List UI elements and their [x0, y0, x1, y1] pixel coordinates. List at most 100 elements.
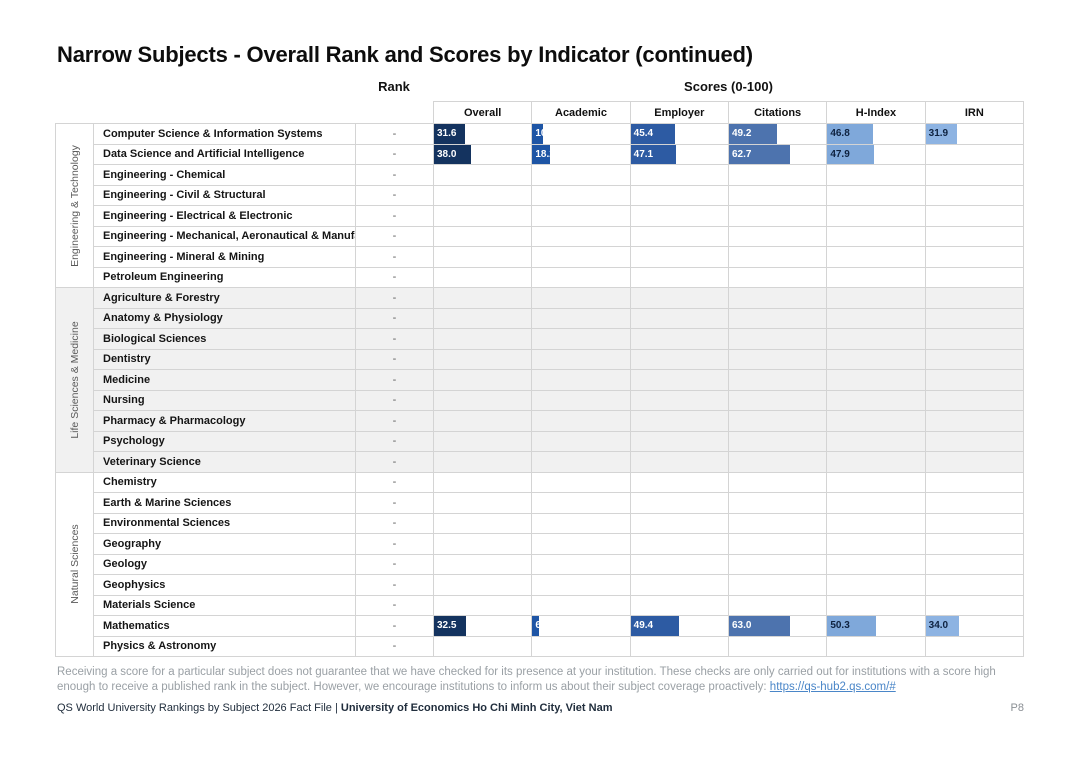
table-row: Environmental Sciences -	[94, 513, 1024, 534]
score-cell-citations	[729, 226, 828, 246]
subject-cell: Engineering - Mineral & Mining	[94, 247, 356, 267]
score-value: 31.9	[928, 128, 949, 140]
score-bar-hindex: 46.8	[827, 124, 873, 144]
score-cell-hindex	[827, 206, 926, 226]
score-cell-irn	[926, 288, 1024, 308]
rank-cell: -	[356, 329, 434, 349]
footer-source: QS World University Rankings by Subject …	[57, 702, 612, 714]
score-cell-hindex	[827, 267, 926, 287]
score-cell-academic	[532, 308, 631, 328]
subject-cell: Veterinary Science	[94, 452, 356, 472]
group-label: Natural Sciences	[68, 524, 81, 604]
score-cell-citations	[729, 185, 828, 205]
subject-cell: Nursing	[94, 390, 356, 410]
score-cell-overall	[434, 636, 533, 656]
score-cell-irn	[926, 636, 1024, 656]
table-body: Engineering & Technology Computer Science…	[55, 123, 1024, 657]
score-cell-citations	[729, 636, 828, 656]
score-bar-academic: 10.8	[532, 124, 543, 144]
subject-cell: Engineering - Mechanical, Aeronautical &…	[94, 226, 356, 246]
score-cell-hindex	[827, 595, 926, 615]
footer-ranking-label: QS World University Rankings by Subject …	[57, 702, 341, 714]
score-cell-citations	[729, 247, 828, 267]
score-cell-overall	[434, 390, 533, 410]
score-cell-overall	[434, 452, 533, 472]
score-cell-hindex	[827, 575, 926, 595]
score-cell-irn: 31.9	[925, 124, 1024, 144]
score-cell-academic	[532, 472, 631, 492]
rank-cell: -	[356, 616, 434, 636]
subheader-overall: Overall	[464, 106, 502, 119]
score-cell-academic: 18.2	[532, 144, 631, 164]
score-cell-academic	[532, 185, 631, 205]
score-cell-citations	[729, 370, 828, 390]
score-cell-irn	[926, 575, 1024, 595]
score-cell-overall	[434, 165, 533, 185]
score-cell-citations	[729, 308, 828, 328]
score-value: 45.4	[633, 128, 654, 140]
score-cell-overall	[434, 534, 533, 554]
score-cell-irn	[926, 554, 1024, 574]
score-cell-irn	[926, 534, 1024, 554]
table-row: Engineering - Mechanical, Aeronautical &…	[94, 226, 1024, 247]
table-row: Engineering - Civil & Structural -	[94, 185, 1024, 206]
score-cell-irn	[926, 411, 1024, 431]
score-value: 50.3	[830, 620, 850, 632]
score-value: 46.8	[830, 128, 850, 140]
score-cell-citations: 49.2	[728, 124, 828, 144]
score-cell-hindex	[827, 247, 926, 267]
score-cell-employer	[631, 636, 729, 656]
table-row: Engineering - Chemical -	[94, 165, 1024, 186]
rank-cell: -	[356, 390, 434, 410]
score-bar-employer: 45.4	[630, 124, 675, 144]
score-cell-irn	[926, 226, 1024, 246]
score-cell-overall	[434, 575, 533, 595]
score-cell-academic	[532, 595, 631, 615]
footnote: Receiving a score for a particular subje…	[57, 665, 1032, 694]
score-cell-irn	[926, 247, 1024, 267]
score-cell-irn	[926, 165, 1024, 185]
rank-cell: -	[356, 636, 434, 656]
table-row: Veterinary Science -	[94, 452, 1024, 473]
score-bar-employer: 47.1	[630, 144, 677, 164]
score-cell-citations	[729, 390, 828, 410]
table-row: Psychology -	[94, 431, 1024, 452]
score-cell-irn	[926, 370, 1024, 390]
score-cell-academic	[532, 431, 631, 451]
subject-cell: Petroleum Engineering	[94, 267, 356, 287]
table-row: Medicine -	[94, 370, 1024, 391]
table-row: Materials Science -	[94, 595, 1024, 616]
group-section: Engineering & Technology Computer Science…	[56, 124, 1024, 288]
score-cell-irn	[926, 452, 1024, 472]
score-cell-citations	[729, 349, 828, 369]
score-cell-citations	[729, 493, 828, 513]
score-cell-citations	[729, 472, 828, 492]
subject-cell: Psychology	[94, 431, 356, 451]
score-cell-citations	[729, 288, 828, 308]
score-cell-employer: 49.4	[630, 616, 729, 636]
score-value: 49.4	[633, 620, 654, 632]
score-cell-hindex	[827, 308, 926, 328]
rank-cell: -	[356, 370, 434, 390]
rank-cell: -	[356, 411, 434, 431]
score-cell-overall	[434, 554, 533, 574]
score-cell-citations	[729, 411, 828, 431]
score-cell-irn	[926, 329, 1024, 349]
table-row: Engineering - Electrical & Electronic -	[94, 206, 1024, 227]
rank-cell: -	[356, 513, 434, 533]
group-label: Engineering & Technology	[68, 144, 81, 267]
score-cell-academic	[532, 534, 631, 554]
table-row: Data Science and Artificial Intelligence…	[94, 144, 1024, 165]
score-cell-irn	[926, 349, 1024, 369]
score-cell-employer	[631, 472, 729, 492]
score-cell-employer	[631, 595, 729, 615]
group-rows: Agriculture & Forestry - Anatomy & Physiol…	[94, 288, 1024, 473]
score-cell-employer	[631, 288, 729, 308]
subject-cell: Agriculture & Forestry	[94, 288, 356, 308]
subject-cell: Engineering - Electrical & Electronic	[94, 206, 356, 226]
table-row: Mathematics-32.5 6.5 49.4 63.0 50.3 34.0	[94, 616, 1024, 637]
score-cell-overall: 32.5	[434, 616, 533, 636]
score-cell-academic	[532, 349, 631, 369]
qs-hub-link[interactable]: https://qs-hub2.qs.com/#	[769, 680, 896, 693]
